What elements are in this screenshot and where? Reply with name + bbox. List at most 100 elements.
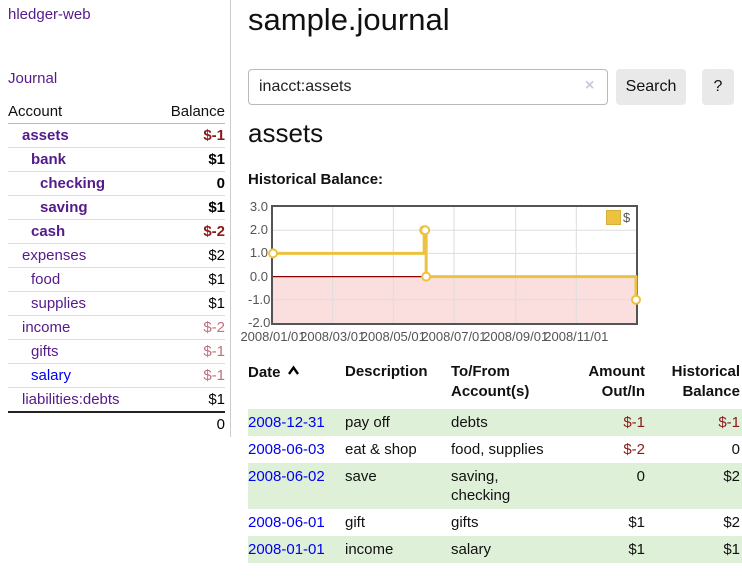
register-balance-cell: $-1 bbox=[647, 409, 742, 436]
register-description-cell: eat & shop bbox=[345, 441, 417, 458]
account-heading: assets bbox=[248, 118, 324, 148]
sidebar-account-name-cell: salary bbox=[8, 363, 117, 388]
y-axis-tick-label: 2.0 bbox=[249, 222, 268, 238]
sidebar-account-link-expenses[interactable]: expenses bbox=[22, 247, 87, 264]
sidebar-account-balance: $1 bbox=[116, 147, 225, 172]
register-header-row: Date Description To/From Account(s) Amou… bbox=[248, 360, 742, 409]
sidebar-account-row: liabilities:debts $1 bbox=[8, 387, 225, 413]
register-row: 2008-06-01 gift gifts $1 $2 bbox=[248, 509, 742, 536]
register-row: 2008-12-31 pay off debts $-1 $-1 bbox=[248, 409, 742, 436]
chart-legend: $ bbox=[606, 210, 630, 225]
transaction-date-link[interactable]: 2008-06-03 bbox=[248, 441, 325, 458]
sidebar-account-link-gifts[interactable]: gifts bbox=[31, 343, 59, 360]
main-content: sample.journal × Search ? assets Histori… bbox=[240, 0, 742, 582]
sidebar-account-name-cell: assets bbox=[8, 123, 117, 148]
register-row: 2008-06-02 save saving, checking 0 $2 bbox=[248, 463, 742, 509]
register-description-cell: gift bbox=[345, 514, 366, 531]
legend-swatch bbox=[606, 210, 621, 225]
x-axis-tick-label: 2008/11/01 bbox=[544, 329, 609, 344]
historical-balance-chart: $ 3.0 2.0 1.0 0.0 -1.0 -2.0 2008/01/01 2008/03/… bbox=[240, 199, 742, 350]
accounts-total-row: 0 bbox=[8, 411, 225, 436]
y-axis-tick-label: 0.0 bbox=[249, 268, 268, 284]
y-axis-tick-label: 3.0 bbox=[249, 199, 268, 214]
sidebar-account-link-cash[interactable]: cash bbox=[31, 223, 66, 240]
sidebar-account-balance: $-2 bbox=[116, 315, 225, 340]
sidebar-account-row: checking 0 bbox=[8, 171, 225, 196]
transaction-date-link[interactable]: 2008-01-01 bbox=[248, 541, 325, 558]
register-description-cell: income bbox=[345, 536, 451, 563]
x-axis-tick-label: 2008/01/01 bbox=[240, 329, 306, 344]
date-col-header[interactable]: Date bbox=[248, 360, 345, 409]
app-brand-link[interactable]: hledger-web bbox=[8, 6, 91, 23]
sidebar-account-balance: $1 bbox=[116, 291, 225, 316]
register-balance-cell: $2 bbox=[723, 514, 740, 531]
sidebar-account-name-cell: income bbox=[8, 315, 117, 340]
sidebar-account-name-cell: expenses bbox=[8, 243, 117, 268]
sidebar-account-balance: $1 bbox=[116, 387, 225, 413]
sidebar-account-link-food[interactable]: food bbox=[31, 271, 61, 288]
x-axis-tick-label: 2008/09/01 bbox=[483, 329, 549, 344]
data-point-marker bbox=[631, 294, 641, 305]
sidebar-account-name-cell: bank bbox=[8, 147, 117, 172]
register-amount-cell: 0 bbox=[559, 463, 647, 509]
transaction-date-link[interactable]: 2008-06-01 bbox=[248, 514, 325, 531]
page-title: sample.journal bbox=[248, 2, 450, 37]
data-point-marker bbox=[421, 271, 432, 282]
accounts-col-header: Account bbox=[8, 100, 117, 124]
balance-col-header: Balance bbox=[116, 100, 225, 124]
sidebar-account-name-cell: cash bbox=[8, 219, 117, 244]
accounts-col-header2: To/From Account(s) bbox=[451, 363, 530, 400]
sidebar-account-link-income[interactable]: income bbox=[22, 319, 71, 336]
sidebar-account-row: gifts $-1 bbox=[8, 339, 225, 364]
accounts-table-header: Account Balance bbox=[8, 100, 225, 124]
register-table: Date Description To/From Account(s) Amou… bbox=[248, 360, 742, 563]
sidebar-account-link-supplies[interactable]: supplies bbox=[31, 295, 87, 312]
amount-col-header: Amount Out/In bbox=[588, 363, 645, 400]
x-axis-tick-label: 2008/03/01 bbox=[300, 329, 366, 344]
data-point-marker bbox=[268, 248, 278, 259]
y-axis-tick-label: -2.0 bbox=[248, 315, 271, 330]
sidebar-account-link-bank[interactable]: bank bbox=[31, 151, 67, 168]
sidebar-account-link-assets[interactable]: assets bbox=[22, 127, 69, 144]
register-balance-cell: $1 bbox=[647, 536, 742, 563]
spacer-cell bbox=[8, 411, 117, 436]
sidebar-account-link-saving[interactable]: saving bbox=[40, 199, 88, 216]
accounts-table: Account Balance assets $-1 bank $1 checking 0… bbox=[8, 100, 225, 436]
register-date-cell: 2008-12-31 bbox=[248, 409, 345, 436]
sidebar-account-link-checking[interactable]: checking bbox=[40, 175, 106, 192]
help-button[interactable]: ? bbox=[702, 69, 734, 105]
sidebar-account-balance: $-2 bbox=[116, 219, 225, 244]
sidebar-account-link-salary[interactable]: salary bbox=[31, 367, 72, 384]
sidebar-account-name-cell: liabilities:debts bbox=[8, 387, 120, 413]
sidebar-account-row: saving $1 bbox=[8, 195, 225, 220]
description-col-header: Description bbox=[345, 363, 428, 380]
transaction-date-link[interactable]: 2008-12-31 bbox=[248, 414, 325, 431]
register-accounts-cell: saving, checking bbox=[451, 463, 559, 509]
sort-ascending-icon bbox=[287, 362, 300, 382]
chart-border bbox=[271, 205, 638, 325]
search-button[interactable]: Search bbox=[616, 69, 686, 105]
sidebar-account-row: salary $-1 bbox=[8, 363, 225, 388]
sidebar-account-link-liabilities-debts[interactable]: liabilities:debts bbox=[22, 391, 120, 408]
register-rows: 2008-12-31 pay off debts $-1 $-1 2008-06-03 ea… bbox=[248, 409, 742, 563]
sidebar-account-row: food $1 bbox=[8, 267, 225, 292]
data-point-marker bbox=[420, 225, 431, 236]
sidebar-account-row: income $-2 bbox=[8, 315, 225, 340]
register-accounts-cell: debts bbox=[451, 409, 559, 436]
register-balance-cell: 0 bbox=[731, 441, 740, 458]
sidebar-account-row: cash $-2 bbox=[8, 219, 225, 244]
register-row: 2008-06-03 eat & shop food, supplies $-2 0 bbox=[248, 436, 742, 463]
register-description-cell: pay off bbox=[345, 409, 451, 436]
accounts-total-value: 0 bbox=[116, 411, 225, 436]
transaction-date-link[interactable]: 2008-06-02 bbox=[248, 468, 325, 485]
sidebar-item-journal[interactable]: Journal bbox=[8, 70, 58, 87]
search-input[interactable] bbox=[248, 69, 608, 105]
register-accounts-cell: gifts bbox=[451, 514, 479, 531]
register-accounts-cell: food, supplies bbox=[451, 441, 544, 458]
y-axis-tick-label: 1.0 bbox=[249, 245, 268, 261]
sidebar-account-balance: $2 bbox=[116, 243, 225, 268]
sidebar-account-balance: $-1 bbox=[116, 363, 225, 388]
sidebar-account-name-cell: gifts bbox=[8, 339, 117, 364]
y-axis-tick-label: -1.0 bbox=[248, 291, 271, 307]
clear-search-icon[interactable]: × bbox=[585, 77, 595, 94]
